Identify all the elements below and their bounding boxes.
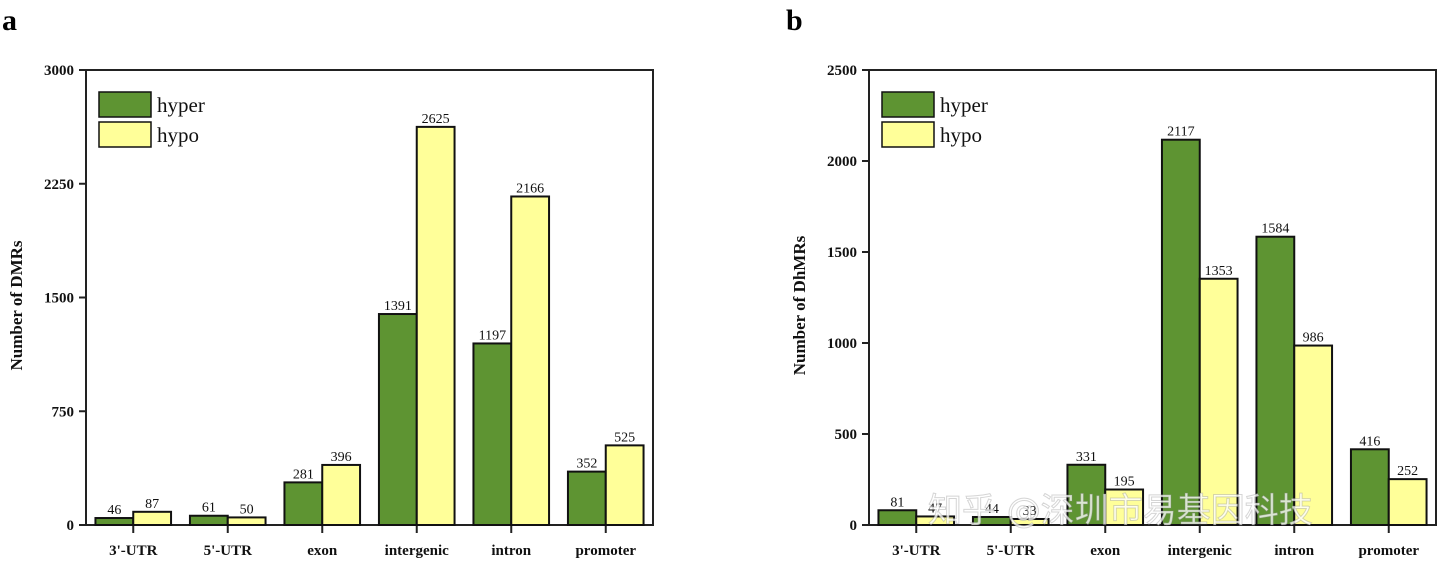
data-label-hypo: 525 [614, 430, 635, 445]
data-label-hyper: 352 [576, 457, 597, 472]
x-category-label: intron [491, 543, 531, 559]
legend-swatch-hyper [98, 91, 152, 118]
bar-hyper [377, 313, 418, 527]
bar-hyper [877, 509, 918, 526]
y-tick-label: 750 [52, 404, 75, 420]
bar-hypo [915, 515, 956, 526]
data-label-hypo: 195 [1114, 475, 1135, 490]
data-label-hypo: 252 [1397, 464, 1418, 479]
bar-hypo [226, 516, 267, 527]
panel-b: b 0 500 1000 1500 2000 2500 Number of DhMRs 3'-U… [786, 4, 1437, 559]
data-label-hypo: 87 [145, 497, 159, 512]
bar-hypo [1104, 488, 1145, 527]
legend-swatch-hyper [881, 91, 935, 118]
bar-hyper [94, 517, 135, 526]
data-label-hyper: 1584 [1261, 222, 1289, 237]
data-label-hyper: 1197 [479, 328, 506, 343]
y-tick-label: 2500 [827, 63, 857, 79]
bar-hypo [321, 463, 362, 527]
data-label-hyper: 1391 [384, 299, 412, 314]
x-category-label: intron [1274, 543, 1314, 559]
x-category-label: exon [307, 543, 338, 559]
data-label-hypo: 2166 [516, 181, 544, 196]
legend-label-hyper: hyper [940, 93, 988, 117]
y-tick-label: 2250 [44, 177, 74, 193]
data-label-hypo: 47 [928, 501, 942, 516]
legend-label-hypo: hypo [157, 123, 199, 147]
data-label-hypo: 396 [331, 450, 352, 465]
x-category-label: promoter [1358, 543, 1419, 559]
y-tick-label: 0 [850, 518, 858, 534]
x-category-label: intergenic [1168, 543, 1232, 559]
bar-hypo [510, 195, 551, 527]
panel-a: a 0 750 1500 2250 3000 Number of DMRs 3'-UTR 46 8… [2, 4, 654, 559]
data-label-hyper: 2117 [1167, 125, 1194, 140]
legend-swatch-hypo [881, 121, 935, 148]
bar-hypo [1387, 478, 1428, 526]
data-label-hypo: 1353 [1205, 264, 1233, 279]
bar-hyper [283, 481, 324, 526]
x-category-label: 3'-UTR [109, 543, 158, 559]
data-label-hyper: 331 [1076, 450, 1097, 465]
bar-hypo [415, 125, 456, 526]
bar-hypo [604, 444, 645, 526]
y-tick-label: 3000 [44, 63, 74, 79]
data-label-hyper: 416 [1359, 434, 1380, 449]
bar-hyper [566, 470, 607, 527]
data-label-hyper: 46 [107, 503, 121, 518]
data-label-hypo: 2625 [422, 112, 450, 127]
bar-hyper [1066, 463, 1107, 526]
data-label-hyper: 44 [985, 502, 999, 517]
bar-hypo [1198, 277, 1239, 526]
y-tick-label: 1500 [44, 291, 74, 307]
y-tick-label: 2000 [827, 154, 857, 170]
legend-label-hyper: hyper [157, 93, 205, 117]
bar-hypo [1009, 517, 1050, 527]
x-category-label: 3'-UTR [892, 543, 941, 559]
x-category-label: promoter [575, 543, 636, 559]
bar-hyper [1160, 138, 1201, 526]
bar-hyper [1255, 235, 1296, 526]
y-tick-label: 1000 [827, 336, 857, 352]
watermark-text: 知乎 @深圳市易基因科技 [928, 491, 1313, 531]
bar-hypo [1293, 344, 1334, 526]
y-axis-label: Number of DhMRs [790, 235, 809, 375]
bar-hyper [472, 342, 513, 526]
y-tick-label: 1500 [827, 245, 857, 261]
x-category-label: 5'-UTR [204, 543, 253, 559]
y-tick-label: 500 [835, 427, 858, 443]
y-tick-label: 0 [67, 518, 75, 534]
data-label-hypo: 33 [1023, 504, 1037, 519]
legend-label-hypo: hypo [940, 123, 982, 147]
data-label-hyper: 61 [202, 501, 216, 516]
y-axis-label: Number of DMRs [7, 240, 26, 370]
data-label-hyper: 81 [890, 495, 904, 510]
data-label-hyper: 281 [293, 467, 314, 482]
x-category-label: exon [1090, 543, 1121, 559]
panel-letter: a [2, 4, 17, 37]
bar-hyper [1349, 448, 1390, 526]
bar-hypo [132, 510, 173, 526]
data-label-hypo: 986 [1303, 331, 1324, 346]
data-label-hypo: 50 [240, 502, 254, 517]
x-category-label: 5'-UTR [987, 543, 1036, 559]
plot-frame [868, 69, 1437, 526]
panel-letter: b [786, 4, 803, 37]
legend-swatch-hypo [98, 121, 152, 148]
bar-hyper [188, 514, 229, 527]
x-category-label: intergenic [385, 543, 449, 559]
